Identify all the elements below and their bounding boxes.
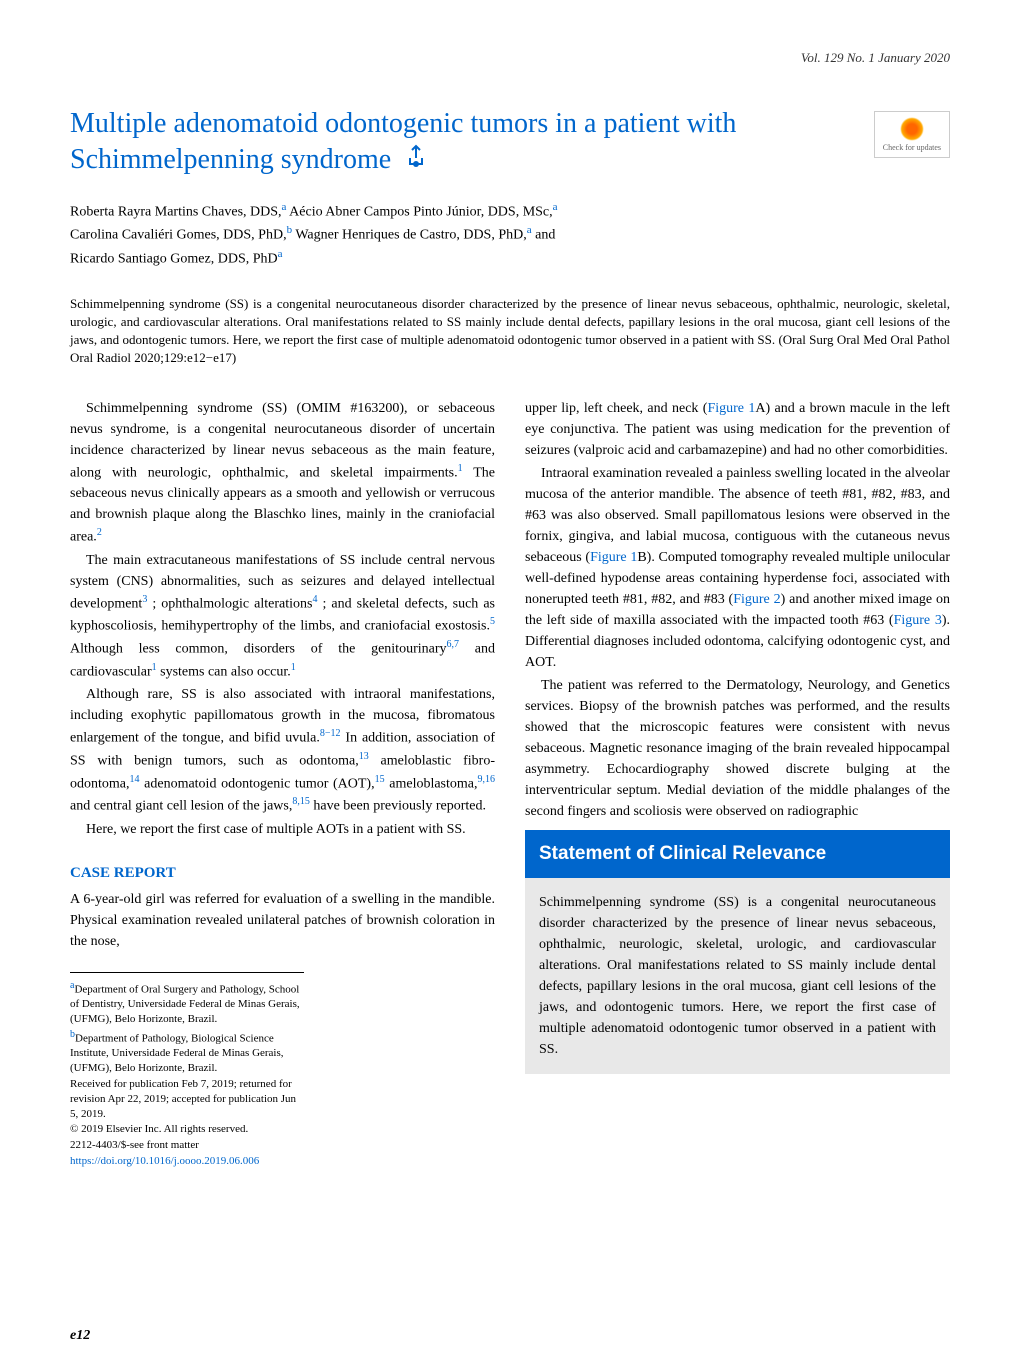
right-p2: Intraoral examination revealed a painles…	[525, 463, 950, 673]
affil-b[interactable]: b	[287, 224, 293, 236]
ref-1[interactable]: 1	[458, 463, 463, 474]
header-volume: Vol. 129 No. 1 January 2020	[70, 50, 950, 66]
author-3: Carolina Cavaliéri Gomes, DDS, PhD,	[70, 228, 287, 243]
title-text: Multiple adenomatoid odontogenic tumors …	[70, 108, 736, 175]
footnote-doi[interactable]: https://doi.org/10.1016/j.oooo.2019.06.0…	[70, 1154, 304, 1169]
two-column-layout: Schimmelpenning syndrome (SS) (OMIM #163…	[70, 398, 950, 1171]
statement-body: Schimmelpenning syndrome (SS) is a conge…	[525, 878, 950, 1074]
author-5: Ricardo Santiago Gomez, DDS, PhD	[70, 252, 278, 267]
title-container: Multiple adenomatoid odontogenic tumors …	[70, 106, 950, 179]
intro-p2: The main extracutaneous manifestations o…	[70, 550, 495, 683]
right-p3: The patient was referred to the Dermatol…	[525, 675, 950, 822]
right-p1: upper lip, left cheek, and neck (Figure …	[525, 398, 950, 461]
author-2: Aécio Abner Campos Pinto Júnior, DDS, MS…	[289, 204, 553, 219]
p3-text-f: and central giant cell lesion of the jaw…	[70, 799, 292, 814]
doi-link[interactable]: https://doi.org/10.1016/j.oooo.2019.06.0…	[70, 1155, 259, 1167]
ref-4[interactable]: 4	[312, 594, 317, 605]
left-column: Schimmelpenning syndrome (SS) (OMIM #163…	[70, 398, 495, 1171]
intro-p1: Schimmelpenning syndrome (SS) (OMIM #163…	[70, 398, 495, 548]
page-number: e12	[70, 1328, 90, 1344]
footnote-received: Received for publication Feb 7, 2019; re…	[70, 1077, 304, 1122]
figure-1-link[interactable]: Figure 1	[707, 401, 755, 416]
ref-815[interactable]: 8,15	[292, 796, 310, 807]
abstract: Schimmelpenning syndrome (SS) is a conge…	[70, 295, 950, 368]
case-p1: A 6-year-old girl was referred for evalu…	[70, 889, 495, 952]
ref-3[interactable]: 3	[142, 594, 147, 605]
check-updates-label: Check for updates	[883, 143, 941, 152]
statement-title: Statement of Clinical Relevance	[525, 830, 950, 879]
intro-p3: Although rare, SS is also associated wit…	[70, 684, 495, 817]
case-report-heading: CASE REPORT	[70, 862, 495, 885]
ref-2[interactable]: 2	[97, 527, 102, 538]
footnotes: aDepartment of Oral Surgery and Patholog…	[70, 972, 304, 1169]
ref-8-12[interactable]: 8−12	[320, 728, 341, 739]
crossmark-icon[interactable]	[406, 144, 426, 176]
statement-box: Statement of Clinical Relevance Schimmel…	[525, 830, 950, 1075]
footnote-a-text: Department of Oral Surgery and Pathology…	[70, 983, 300, 1025]
ref-5[interactable]: 5	[490, 616, 495, 627]
ref-916[interactable]: 9,16	[478, 774, 496, 785]
ref-14[interactable]: 14	[130, 774, 140, 785]
p1-text-a: Schimmelpenning syndrome (SS) (OMIM #163…	[70, 401, 495, 481]
p3-text-g: have been previously reported.	[313, 799, 486, 814]
ref-67[interactable]: 6,7	[447, 639, 460, 650]
p3-text-e: ameloblastoma,	[389, 776, 477, 791]
affil-a[interactable]: a	[553, 201, 558, 213]
figure-2-link[interactable]: Figure 2	[733, 592, 780, 607]
p2-text-b: ; ophthalmologic alterations	[152, 596, 312, 611]
authors-block: Roberta Rayra Martins Chaves, DDS,a Aéci…	[70, 199, 950, 270]
p3-text-d: adenomatoid odontogenic tumor (AOT),	[144, 776, 374, 791]
footnote-issn: 2212-4403/$-see front matter	[70, 1138, 304, 1153]
author-1: Roberta Rayra Martins Chaves, DDS,	[70, 204, 282, 219]
figure-1b-link[interactable]: Figure 1	[590, 550, 637, 565]
right-column: upper lip, left cheek, and neck (Figure …	[525, 398, 950, 1171]
p2-text-d: Although less common, disorders of the g…	[70, 642, 447, 657]
figure-3-link[interactable]: Figure 3	[894, 613, 942, 628]
check-updates-badge[interactable]: Check for updates	[874, 111, 950, 158]
ref-1b[interactable]: 1	[152, 662, 157, 673]
author-4: Wagner Henriques de Castro, DDS, PhD,	[295, 228, 526, 243]
footnote-a: aDepartment of Oral Surgery and Patholog…	[70, 979, 304, 1027]
p2-text-f: systems can also occur.	[160, 664, 291, 679]
ref-15[interactable]: 15	[375, 774, 385, 785]
ref-1c[interactable]: 1	[291, 662, 296, 673]
ref-13[interactable]: 13	[359, 751, 369, 762]
affil-a[interactable]: a	[278, 248, 283, 260]
rp1-a: upper lip, left cheek, and neck (	[525, 401, 707, 416]
footnote-b-text: Department of Pathology, Biological Scie…	[70, 1032, 284, 1074]
footnote-copyright: © 2019 Elsevier Inc. All rights reserved…	[70, 1122, 304, 1137]
intro-p4: Here, we report the first case of multip…	[70, 819, 495, 840]
affil-a[interactable]: a	[282, 201, 287, 213]
article-title: Multiple adenomatoid odontogenic tumors …	[70, 106, 890, 179]
affil-a[interactable]: a	[527, 224, 532, 236]
author-and: and	[535, 228, 555, 243]
footnote-b: bDepartment of Pathology, Biological Sci…	[70, 1028, 304, 1076]
check-updates-icon	[900, 117, 924, 141]
